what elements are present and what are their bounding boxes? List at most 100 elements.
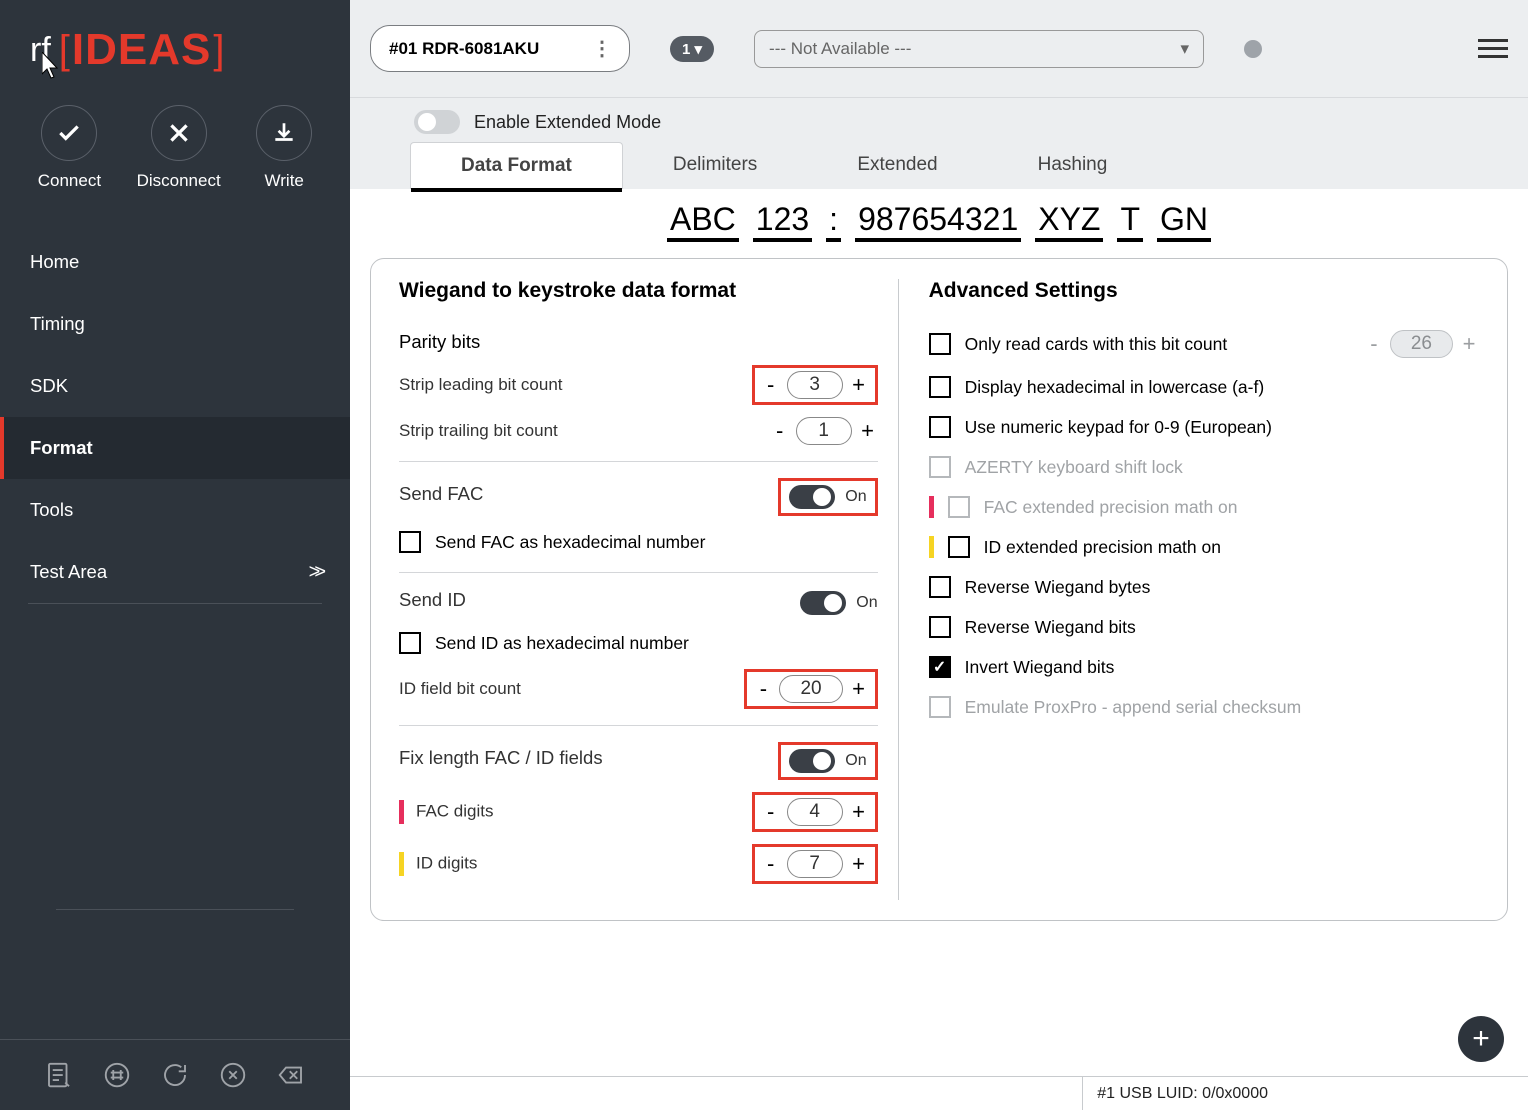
nav-divider bbox=[28, 603, 322, 604]
tab-data-format[interactable]: Data Format bbox=[410, 142, 623, 189]
send-id-toggle-wrap: On bbox=[800, 591, 877, 615]
strip-leading-label: Strip leading bit count bbox=[399, 375, 752, 395]
fac-digits-value: 4 bbox=[787, 798, 843, 826]
id-field-bit-stepper[interactable]: - 20 + bbox=[744, 669, 877, 709]
connect-button[interactable]: Connect bbox=[38, 105, 101, 191]
id-ext-label: ID extended precision math on bbox=[984, 537, 1221, 558]
fac-ext-bar bbox=[929, 496, 934, 518]
write-button[interactable]: Write bbox=[256, 105, 312, 191]
backspace-icon[interactable] bbox=[276, 1060, 306, 1090]
refresh-icon[interactable] bbox=[160, 1060, 190, 1090]
write-label: Write bbox=[265, 171, 304, 191]
extended-mode-label: Enable Extended Mode bbox=[474, 112, 661, 133]
logo-ideas: IDEAS bbox=[72, 25, 211, 75]
minus-button[interactable]: - bbox=[1364, 331, 1384, 357]
format-preview: ABC 123 : 987654321 XYZ T GN bbox=[350, 189, 1528, 250]
strip-leading-stepper[interactable]: - 3 + bbox=[752, 365, 878, 405]
hex-lower-label: Display hexadecimal in lowercase (a-f) bbox=[965, 377, 1265, 398]
azerty-checkbox bbox=[929, 456, 951, 478]
wiegand-title: Wiegand to keystroke data format bbox=[399, 279, 878, 303]
send-id-title: Send ID bbox=[399, 589, 466, 611]
tab-extended[interactable]: Extended bbox=[807, 142, 987, 189]
advanced-column: Advanced Settings Only read cards with t… bbox=[898, 279, 1479, 900]
nav-divider-2 bbox=[56, 909, 294, 910]
preview-xyz: XYZ bbox=[1035, 201, 1103, 242]
minus-button[interactable]: - bbox=[761, 851, 781, 877]
preview-t: T bbox=[1117, 201, 1143, 242]
hamburger-menu[interactable] bbox=[1478, 34, 1508, 63]
send-fac-hex-checkbox[interactable] bbox=[399, 531, 421, 553]
minus-button[interactable]: - bbox=[761, 372, 781, 398]
nav-sdk[interactable]: SDK bbox=[0, 355, 350, 417]
reverse-bytes-checkbox[interactable] bbox=[929, 576, 951, 598]
hash-circle-icon[interactable] bbox=[102, 1060, 132, 1090]
on-label: On bbox=[845, 752, 866, 770]
send-id-hex-checkbox[interactable] bbox=[399, 632, 421, 654]
na-dropdown[interactable]: --- Not Available --- ▾ bbox=[754, 30, 1204, 68]
plus-button[interactable]: + bbox=[849, 676, 869, 702]
nav-home[interactable]: Home bbox=[0, 231, 350, 293]
strip-leading-value: 3 bbox=[787, 371, 843, 399]
emulate-proxpro-checkbox bbox=[929, 696, 951, 718]
notes-icon[interactable] bbox=[44, 1060, 74, 1090]
device-dropdown[interactable]: #01 RDR-6081AKU ⋮ bbox=[370, 25, 630, 72]
x-icon bbox=[166, 120, 192, 146]
numeric-keypad-checkbox[interactable] bbox=[929, 416, 951, 438]
usb-status: #1 USB LUID: 0/0x0000 bbox=[1082, 1077, 1528, 1110]
disconnect-button[interactable]: Disconnect bbox=[137, 105, 221, 191]
disconnect-label: Disconnect bbox=[137, 171, 221, 191]
id-digits-stepper[interactable]: - 7 + bbox=[752, 844, 878, 884]
send-fac-title: Send FAC bbox=[399, 483, 483, 505]
fix-length-toggle[interactable] bbox=[789, 749, 835, 773]
on-label: On bbox=[845, 488, 866, 506]
fac-digits-stepper[interactable]: - 4 + bbox=[752, 792, 878, 832]
id-field-bit-label: ID field bit count bbox=[399, 679, 744, 699]
main: #01 RDR-6081AKU ⋮ 1 ▾ --- Not Available … bbox=[350, 0, 1528, 1110]
chevron-right-icon: >> bbox=[309, 561, 320, 584]
tab-delimiters[interactable]: Delimiters bbox=[623, 142, 807, 189]
id-color-bar bbox=[399, 852, 404, 876]
wiegand-column: Wiegand to keystroke data format Parity … bbox=[399, 279, 898, 900]
strip-trailing-stepper[interactable]: - 1 + bbox=[770, 417, 878, 445]
minus-button[interactable]: - bbox=[753, 676, 773, 702]
only-bit-count-label: Only read cards with this bit count bbox=[965, 334, 1350, 355]
id-ext-bar bbox=[929, 536, 934, 558]
nav-testarea[interactable]: Test Area>> bbox=[0, 541, 350, 603]
minus-button[interactable]: - bbox=[770, 418, 790, 444]
reverse-bits-checkbox[interactable] bbox=[929, 616, 951, 638]
invert-bits-checkbox[interactable] bbox=[929, 656, 951, 678]
config-index-pill[interactable]: 1 ▾ bbox=[670, 36, 714, 62]
clear-x-icon[interactable] bbox=[218, 1060, 248, 1090]
plus-button[interactable]: + bbox=[849, 799, 869, 825]
send-id-toggle[interactable] bbox=[800, 591, 846, 615]
send-id-section: Send ID On Send ID as hexadecimal number… bbox=[399, 573, 878, 726]
logo: rf [ IDEAS ] bbox=[0, 0, 350, 95]
plus-button[interactable]: + bbox=[858, 418, 878, 444]
minus-button[interactable]: - bbox=[761, 799, 781, 825]
nav-timing[interactable]: Timing bbox=[0, 293, 350, 355]
only-bit-count-stepper[interactable]: - 26 + bbox=[1364, 330, 1479, 358]
nav-format[interactable]: Format bbox=[0, 417, 350, 479]
connect-label: Connect bbox=[38, 171, 101, 191]
plus-button[interactable]: + bbox=[849, 372, 869, 398]
tab-hashing[interactable]: Hashing bbox=[988, 142, 1158, 189]
nav-tools[interactable]: Tools bbox=[0, 479, 350, 541]
only-bit-count-checkbox[interactable] bbox=[929, 333, 951, 355]
strip-trailing-value: 1 bbox=[796, 417, 852, 445]
check-icon bbox=[56, 120, 82, 146]
fac-ext-checkbox bbox=[948, 496, 970, 518]
statusbar: #1 USB LUID: 0/0x0000 bbox=[350, 1076, 1528, 1110]
hex-lower-checkbox[interactable] bbox=[929, 376, 951, 398]
plus-button[interactable]: + bbox=[1459, 331, 1479, 357]
add-fab-button[interactable]: + bbox=[1458, 1016, 1504, 1062]
id-field-bit-value: 20 bbox=[779, 675, 842, 703]
only-bit-count-value: 26 bbox=[1390, 330, 1453, 358]
extended-mode-toggle[interactable] bbox=[414, 110, 460, 134]
id-ext-checkbox[interactable] bbox=[948, 536, 970, 558]
fac-ext-label: FAC extended precision math on bbox=[984, 497, 1238, 518]
plus-button[interactable]: + bbox=[849, 851, 869, 877]
preview-id: 987654321 bbox=[855, 201, 1021, 242]
send-fac-toggle[interactable] bbox=[789, 485, 835, 509]
nav: Home Timing SDK Format Tools Test Area>> bbox=[0, 231, 350, 604]
fac-color-bar bbox=[399, 800, 404, 824]
